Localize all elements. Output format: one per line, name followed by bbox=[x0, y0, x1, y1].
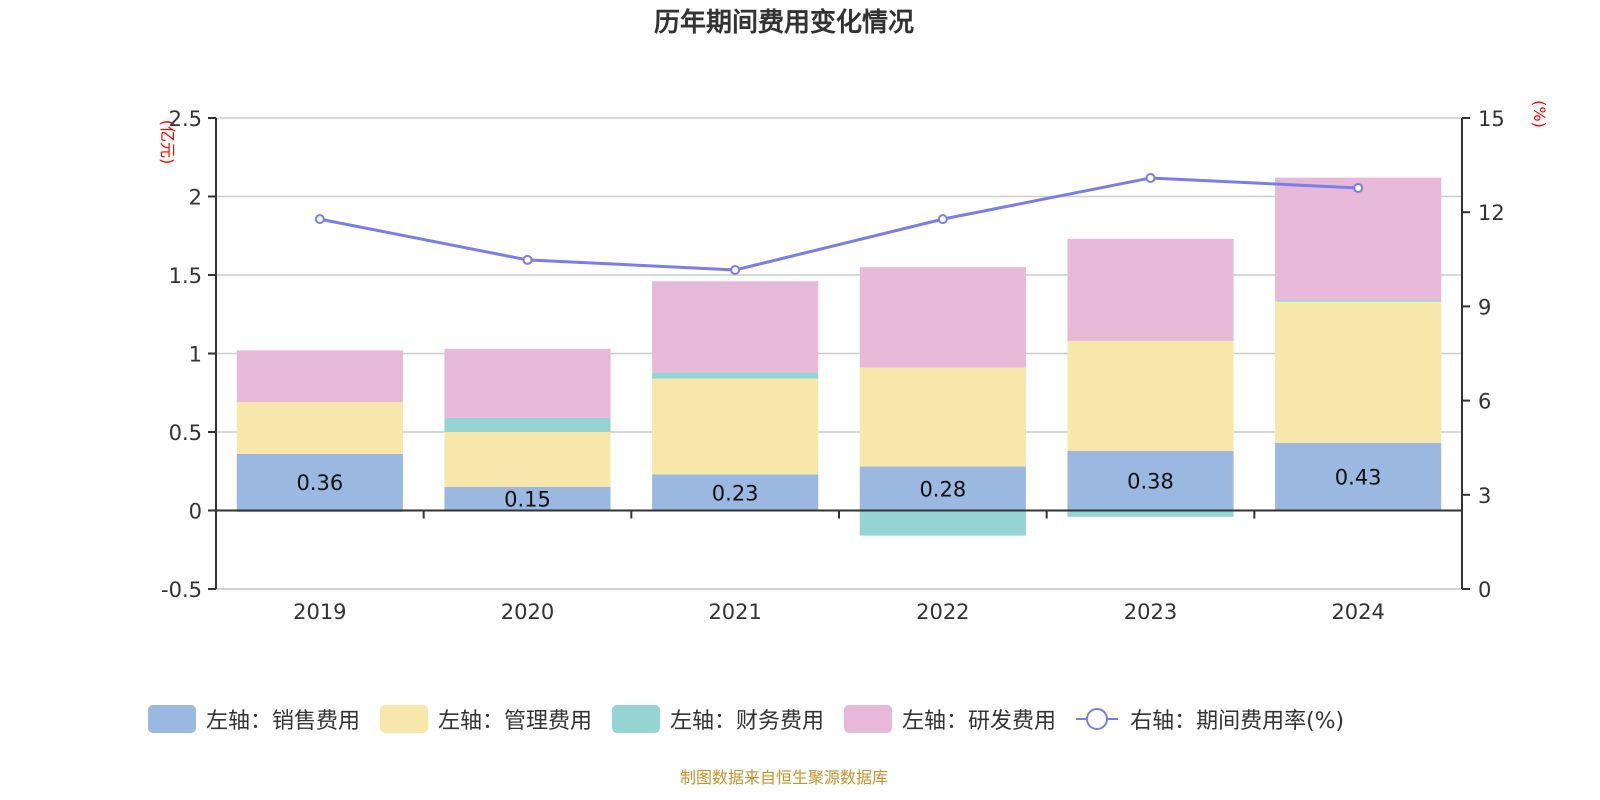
bar-segment bbox=[652, 378, 819, 475]
bar-segment bbox=[444, 417, 611, 432]
bar-segment bbox=[1275, 177, 1442, 301]
right-axis-tick-label: 12 bbox=[1478, 201, 1505, 225]
bar-segment bbox=[1067, 510, 1234, 517]
legend: 左轴：销售费用 左轴：管理费用 左轴：财务费用 左轴：研发费用 右轴：期间费用率… bbox=[148, 703, 1364, 735]
bar-segment bbox=[1067, 238, 1234, 341]
bar-segment bbox=[1067, 340, 1234, 451]
left-axis-tick-label: 0.5 bbox=[169, 421, 202, 445]
axes: -0.5 0 0.5 1 1.5 2 2.5 0 3 6 9 12 15 (亿元) (%) 2019 2020 2… bbox=[158, 100, 1549, 624]
rate-point bbox=[937, 214, 948, 225]
left-axis-tick-label: 1 bbox=[189, 343, 202, 367]
x-axis-tick-label: 2023 bbox=[1124, 600, 1177, 624]
right-axis-unit-label: (%) bbox=[1530, 100, 1549, 128]
bar-segment bbox=[1275, 300, 1442, 302]
rate-point bbox=[730, 264, 741, 275]
bar-series bbox=[236, 177, 1442, 536]
bar-segment bbox=[859, 367, 1026, 467]
right-axis-tick-label: 15 bbox=[1478, 107, 1505, 131]
rate-point bbox=[522, 254, 533, 265]
left-axis-unit-label: (亿元) bbox=[158, 120, 177, 165]
x-axis-tick-label: 2024 bbox=[1331, 600, 1384, 624]
line-series bbox=[314, 172, 1364, 275]
rate-point bbox=[1353, 183, 1364, 194]
bar-segment bbox=[652, 281, 819, 373]
data-label: 0.28 bbox=[919, 478, 966, 502]
legend-item-admin[interactable]: 左轴：管理费用 bbox=[380, 703, 592, 735]
right-axis-tick-label: 3 bbox=[1478, 484, 1491, 508]
bar-segment bbox=[1275, 301, 1442, 443]
left-axis-tick-label: 1.5 bbox=[169, 264, 202, 288]
data-label: 0.38 bbox=[1127, 470, 1174, 494]
chart-plot: -0.5 0 0.5 1 1.5 2 2.5 0 3 6 9 12 15 (亿元) (%) 2019 2020 2… bbox=[158, 100, 1549, 624]
bar-segment bbox=[236, 402, 403, 454]
left-axis-tick-label: -0.5 bbox=[161, 578, 202, 602]
bar-segment bbox=[1067, 450, 1234, 511]
x-axis-tick-label: 2021 bbox=[708, 600, 761, 624]
right-axis-tick-label: 6 bbox=[1478, 390, 1491, 414]
legend-label-sales: 左轴：销售费用 bbox=[206, 709, 361, 734]
left-axis-tick-label: 2 bbox=[189, 186, 202, 210]
data-label: 0.43 bbox=[1335, 466, 1382, 490]
legend-item-rate[interactable]: 右轴：期间费用率(%) bbox=[1076, 703, 1344, 735]
source-footer: 制图数据来自恒生聚源数据库 bbox=[679, 768, 888, 787]
legend-label-rnd: 左轴：研发费用 bbox=[902, 709, 1057, 734]
legend-swatch-sales bbox=[148, 705, 196, 733]
rate-point bbox=[1145, 172, 1156, 183]
data-label: 0.15 bbox=[504, 488, 551, 512]
rate-line bbox=[319, 176, 1359, 272]
legend-item-finance[interactable]: 左轴：财务费用 bbox=[612, 703, 824, 735]
legend-item-sales[interactable]: 左轴：销售费用 bbox=[148, 703, 360, 735]
chart-title: 历年期间费用变化情况 bbox=[653, 8, 914, 38]
legend-label-admin: 左轴：管理费用 bbox=[438, 709, 593, 734]
data-label: 0.23 bbox=[712, 481, 759, 505]
legend-label-finance: 左轴：财务费用 bbox=[670, 709, 825, 734]
legend-label-rate: 右轴：期间费用率(%) bbox=[1130, 709, 1345, 734]
data-labels: 0.36 0.15 0.23 0.28 0.38 0.43 bbox=[296, 466, 1381, 512]
x-axis-tick-label: 2020 bbox=[501, 600, 554, 624]
rate-point bbox=[314, 214, 325, 225]
legend-line-marker-icon bbox=[1076, 705, 1119, 733]
legend-swatch-rnd bbox=[844, 705, 893, 733]
bar-segment bbox=[444, 486, 611, 511]
bar-segment bbox=[652, 474, 819, 511]
bar-segment bbox=[444, 348, 611, 418]
left-axis-tick-label: 2.5 bbox=[169, 107, 202, 131]
legend-item-rnd[interactable]: 左轴：研发费用 bbox=[844, 703, 1056, 735]
legend-swatch-finance bbox=[612, 705, 661, 733]
legend-swatch-admin bbox=[380, 705, 429, 733]
bar-segment bbox=[444, 432, 611, 487]
bar-segment bbox=[236, 453, 403, 511]
grid-lines bbox=[216, 117, 1462, 590]
bar-segment bbox=[859, 466, 1026, 511]
bar-segment bbox=[236, 350, 403, 403]
bar-segment bbox=[859, 510, 1026, 536]
data-label: 0.36 bbox=[296, 471, 343, 495]
left-axis-tick-label: 0 bbox=[189, 500, 202, 524]
right-axis-tick-label: 9 bbox=[1478, 295, 1491, 319]
x-axis-tick-label: 2022 bbox=[916, 600, 969, 624]
bar-segment bbox=[652, 372, 819, 379]
bar-segment bbox=[859, 267, 1026, 368]
bar-segment bbox=[1275, 442, 1442, 511]
right-axis-tick-label: 0 bbox=[1478, 578, 1491, 602]
x-axis-tick-label: 2019 bbox=[293, 600, 346, 624]
